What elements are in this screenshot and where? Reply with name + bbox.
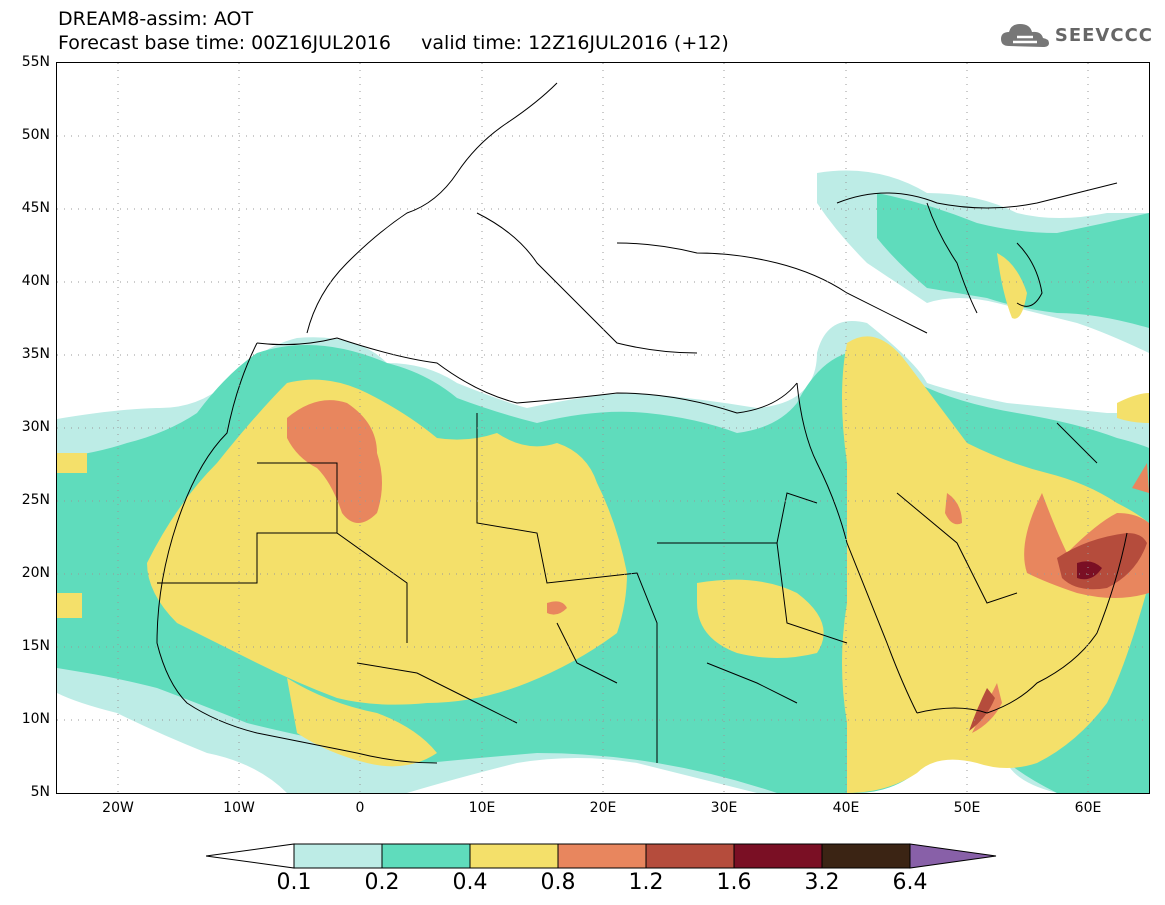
- aot-map: [56, 62, 1150, 794]
- lat-label-10n: 10N: [21, 711, 50, 727]
- lon-label-10w: 10W: [223, 800, 255, 816]
- graticule: [57, 63, 1149, 793]
- color-scale-bar: [206, 843, 997, 869]
- legend-label-0.4: 0.4: [452, 870, 488, 895]
- lat-label-40n: 40N: [21, 273, 50, 289]
- lat-label-55n: 55N: [21, 54, 50, 70]
- legend-swatch-1.2-1.6: [645, 843, 735, 869]
- lon-label-60e: 60E: [1074, 800, 1102, 816]
- lat-label-15n: 15N: [21, 638, 50, 654]
- legend-label-1.6: 1.6: [716, 870, 752, 895]
- lat-label-20n: 20N: [21, 565, 50, 581]
- lon-label-20e: 20E: [589, 800, 617, 816]
- lon-label-50e: 50E: [953, 800, 981, 816]
- aot-shading-1.6: [1077, 561, 1102, 580]
- legend-swatch-below-0.1: [206, 843, 295, 869]
- lon-label-30e: 30E: [710, 800, 738, 816]
- legend-swatch-0.2-0.4: [381, 843, 471, 869]
- legend-swatch-1.6-3.2: [733, 843, 823, 869]
- lon-label-40e: 40E: [832, 800, 860, 816]
- lon-label-10e: 10E: [468, 800, 496, 816]
- cloud-icon: [1000, 24, 1049, 47]
- legend-swatch-3.2-6.4: [821, 843, 911, 869]
- coastlines: [156, 82, 1128, 764]
- lat-label-35n: 35N: [21, 346, 50, 362]
- legend-swatch-0.1-0.2: [293, 843, 383, 869]
- legend-label-0.8: 0.8: [540, 870, 576, 895]
- lon-label-20w: 20W: [102, 800, 134, 816]
- lat-label-50n: 50N: [21, 127, 50, 143]
- legend-label-0.2: 0.2: [364, 870, 400, 895]
- legend-swatch-above-6.4: [909, 843, 997, 869]
- lat-label-5n: 5N: [30, 784, 50, 800]
- legend-swatch-0.8-1.2: [557, 843, 647, 869]
- lon-label-0: 0: [355, 800, 365, 816]
- lat-label-25n: 25N: [21, 492, 50, 508]
- brand-name: SEEVCCC: [1054, 24, 1153, 46]
- legend-label-6.4: 6.4: [892, 870, 928, 895]
- seevccc-logo: SEEVCCC: [999, 20, 1153, 50]
- forecast-times: Forecast base time: 00Z16JUL2016 valid t…: [58, 32, 729, 54]
- legend-label-3.2: 3.2: [804, 870, 840, 895]
- chart-title: DREAM8-assim: AOT: [58, 8, 254, 30]
- aot-shading-0.4: [57, 253, 1149, 793]
- lat-label-30n: 30N: [21, 419, 50, 435]
- legend-label-0.1: 0.1: [276, 870, 312, 895]
- lat-label-45n: 45N: [21, 200, 50, 216]
- legend-label-1.2: 1.2: [628, 870, 664, 895]
- legend-swatch-0.4-0.8: [469, 843, 559, 869]
